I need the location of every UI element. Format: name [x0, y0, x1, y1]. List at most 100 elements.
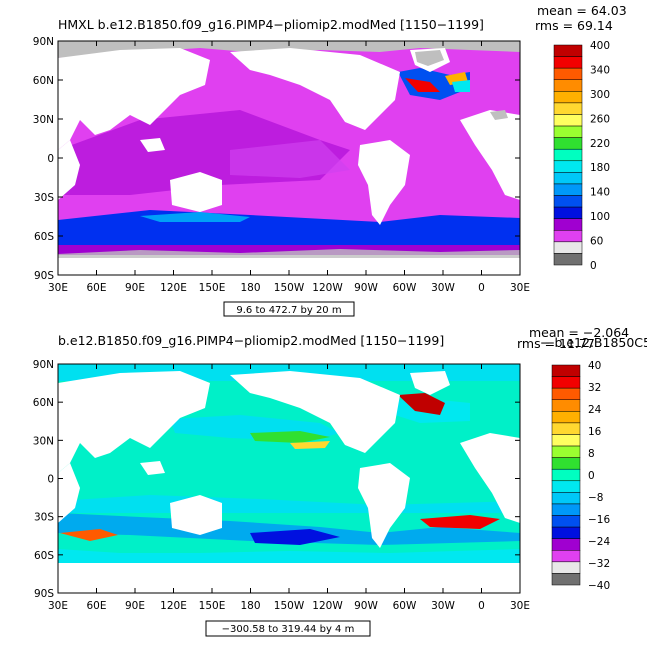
lon-tick-label: 120W: [312, 282, 343, 294]
labrador-sea-pos: [398, 393, 445, 415]
lon-tick-label: 90W: [354, 600, 378, 612]
colorbar-swatch: [551, 480, 581, 493]
colorbar-label: 100: [590, 211, 610, 223]
antarctic-margin: [58, 549, 520, 563]
north-pacific-green: [250, 431, 330, 443]
colorbar-swatch: [553, 230, 583, 243]
colorbar-label: −16: [588, 514, 610, 526]
range-note: 9.6 to 472.7 by 20 m: [236, 305, 341, 316]
africa-east: [58, 463, 80, 523]
panel-title: HMXL b.e12.B1850.f09_g16.PIMP4−pliomip2.…: [58, 17, 484, 32]
colorbar-swatch: [553, 160, 583, 173]
mean-stat: mean = 64.03: [537, 3, 627, 18]
lon-axis: 30E 60E 90E 120E 150E 180 150W 120W 90W 60W 30W 0 30…: [48, 41, 530, 294]
colorbar-swatch: [551, 387, 581, 400]
lon-tick-label: 30E: [510, 282, 530, 294]
colorbar-swatch: [553, 253, 583, 266]
rms-stat: rms = 11.77: [517, 336, 595, 351]
maritime-continent: [140, 461, 165, 475]
colorbar-label: −32: [588, 558, 610, 570]
colorbar: 400 340 300 260 220 180 140 100 60 0: [553, 40, 610, 272]
north-pacific-yellow: [290, 441, 330, 449]
lat-axis: 90N 60N 30N 0 30S 60S 90S: [33, 359, 520, 600]
lon-tick-label: 30W: [431, 282, 455, 294]
lat-tick-label: 30S: [34, 512, 54, 524]
north-america: [230, 48, 400, 130]
map-plot-hmxl: [57, 40, 521, 276]
colorbar-label: 16: [588, 426, 602, 438]
labrador-sea-high: [405, 78, 440, 92]
range-note: −300.58 to 319.44 by 4 m: [222, 624, 355, 635]
lon-tick-label: 30W: [431, 600, 455, 612]
colorbar-label: 0: [588, 470, 595, 482]
colorbar-label: 400: [590, 40, 610, 52]
lon-tick-label: 60W: [393, 282, 417, 294]
colorbar-swatch: [553, 79, 583, 92]
colorbar-label: 180: [590, 162, 610, 174]
colorbar-swatch: [551, 376, 581, 389]
colorbar-label: 60: [590, 236, 603, 248]
range-note-box: [205, 620, 371, 637]
lon-tick-label: 60E: [87, 282, 107, 294]
lon-tick-label: 90W: [354, 282, 378, 294]
lat-tick-label: 60S: [34, 231, 54, 243]
continents: [58, 48, 520, 225]
lat-tick-label: 0: [47, 474, 54, 486]
lat-tick-label: 30N: [33, 114, 54, 126]
lon-tick-label: 30E: [48, 600, 68, 612]
colorbar-label: 260: [590, 113, 610, 125]
africa-west: [460, 433, 520, 523]
colorbar-label: 140: [590, 187, 610, 199]
land-ice: [415, 50, 508, 120]
lon-tick-label: 0: [478, 600, 485, 612]
continents: [58, 371, 520, 548]
panel-hmxl: HMXL b.e12.B1850.f09_g16.PIMP4−pliomip2.…: [33, 3, 627, 317]
colorbar-swatch: [551, 573, 581, 586]
lon-tick-label: 60E: [87, 600, 107, 612]
colorbar-swatch: [551, 515, 581, 528]
lon-tick-label: 150W: [274, 282, 305, 294]
colorbar-swatch: [553, 102, 583, 115]
colorbar-label: 300: [590, 89, 610, 101]
colorbar-swatch: [553, 67, 583, 80]
colorbar-swatch: [553, 218, 583, 231]
colorbar-label: 0: [590, 260, 597, 272]
colorbar-label: 220: [590, 138, 610, 150]
colorbar-label: −24: [588, 536, 610, 548]
colorbar-swatch: [551, 434, 581, 447]
colorbar-swatch: [551, 422, 581, 435]
africa-east: [58, 140, 80, 200]
africa-west: [460, 110, 520, 200]
north-america: [230, 371, 400, 453]
colorbar-swatch: [553, 195, 583, 208]
colorbar-swatch: [551, 411, 581, 424]
lat-tick-label: 30S: [34, 192, 54, 204]
maritime-continent: [140, 138, 165, 152]
compare-case: − b.e12.B1850C5CN: [540, 335, 647, 350]
lon-tick-label: 180: [240, 600, 260, 612]
colorbar-label: 32: [588, 382, 601, 394]
colorbar-label: −40: [588, 580, 610, 592]
south-america: [358, 140, 410, 225]
antarctic-ice: [58, 249, 520, 258]
colorbar-swatch: [553, 148, 583, 162]
lat-tick-label: 90S: [34, 588, 54, 600]
eurasia: [58, 371, 210, 473]
colorbar-label: 40: [588, 360, 601, 372]
colorbar-swatch: [553, 56, 583, 69]
lon-tick-label: 150E: [199, 600, 226, 612]
rms-stat: rms = 69.14: [535, 18, 613, 33]
colorbar-swatch: [551, 399, 581, 412]
colorbar-swatch: [553, 125, 583, 138]
eurasia: [58, 48, 210, 150]
south-pacific-neg: [250, 529, 340, 545]
colorbar-swatch: [551, 503, 581, 516]
colorbar-swatch: [551, 468, 581, 482]
colorbar-label: 24: [588, 404, 602, 416]
lat-tick-label: 90S: [34, 270, 54, 282]
lat-tick-label: 90N: [33, 359, 54, 371]
lon-tick-label: 60W: [393, 600, 417, 612]
south-atlantic-pos: [60, 529, 118, 541]
small-ice-patch: [490, 110, 508, 120]
lat-tick-label: 0: [47, 153, 54, 165]
